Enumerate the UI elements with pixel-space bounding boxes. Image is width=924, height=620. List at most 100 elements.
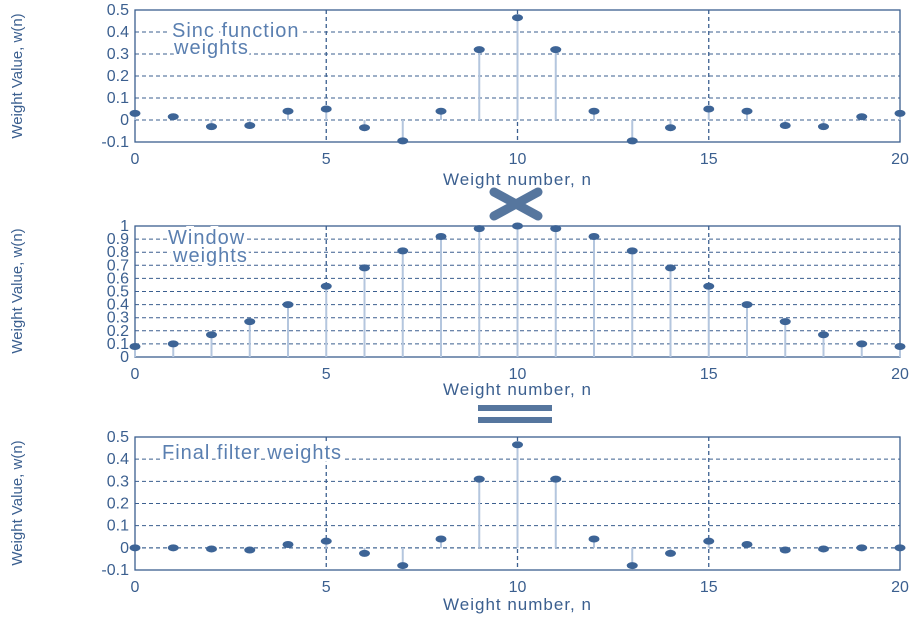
stem-marker — [588, 535, 600, 543]
chart-title-line: weights — [173, 37, 249, 59]
y-tick-label: 0.5 — [107, 284, 129, 301]
stem-marker — [473, 475, 485, 483]
stem-marker — [779, 318, 791, 326]
chart-panel-2: 10.90.80.70.60.50.40.30.20.100 5 10 15 20 Wei… — [9, 218, 909, 399]
y-tick-label: 0.4 — [107, 24, 129, 41]
y-tick-label: 0.8 — [107, 244, 129, 261]
stem-marker — [512, 222, 523, 230]
stem-marker — [435, 107, 447, 115]
y-tick-label: 0.6 — [107, 270, 129, 287]
x-tick-label: 15 — [700, 366, 718, 383]
x-tick-label: 20 — [891, 579, 909, 596]
chart-title-line: Sinc function — [172, 20, 300, 42]
stem-marker — [779, 546, 791, 554]
stem-marker — [626, 247, 638, 255]
stem-marker — [167, 340, 179, 348]
stem-marker — [626, 137, 638, 145]
stem-marker — [359, 264, 370, 272]
x-tick-label: 0 — [131, 366, 140, 383]
y-tick-label: 0.5 — [107, 2, 129, 19]
stem-marker — [206, 545, 217, 553]
x-axis-label: Weight number, n — [443, 595, 592, 614]
stem-marker — [473, 46, 485, 54]
y-axis-label: Weight Value, w(n) — [9, 228, 26, 353]
x-tick-label: 20 — [891, 366, 909, 383]
stem-marker — [129, 544, 141, 552]
stem-marker — [818, 331, 829, 339]
stem-marker — [856, 544, 868, 552]
stem-marker — [167, 544, 179, 552]
x-tick-label: 10 — [509, 151, 527, 168]
y-tick-label: 0.1 — [107, 90, 129, 107]
stem-marker — [167, 113, 179, 121]
stem-marker — [129, 343, 141, 351]
x-axis-label: Weight number, n — [443, 170, 592, 189]
x-tick-label: 10 — [509, 366, 527, 383]
chart-title-line: Final filter weights — [162, 442, 342, 464]
stem-marker — [703, 105, 715, 113]
stem-marker — [550, 475, 562, 483]
stem-marker — [397, 247, 409, 255]
stem-marker — [244, 318, 256, 326]
x-tick-label: 0 — [131, 579, 140, 596]
stem-marker — [741, 541, 753, 549]
plot-frame — [134, 436, 901, 571]
x-tick-label: 20 — [891, 151, 909, 168]
y-tick-label: 0 — [120, 540, 129, 557]
stem-marker — [282, 107, 294, 115]
stem-marker — [856, 340, 868, 348]
y-tick-label: -0.1 — [101, 562, 129, 579]
stem-marker — [320, 282, 332, 290]
stem-marker — [320, 105, 332, 113]
stem-marker — [779, 122, 791, 129]
y-tick-label: 1 — [120, 218, 129, 235]
stem-marker — [856, 113, 868, 121]
stem-marker — [550, 225, 562, 233]
stem-marker — [129, 109, 141, 117]
x-tick-label: 15 — [700, 579, 718, 596]
y-tick-label: 0.2 — [107, 323, 129, 340]
stem-marker — [320, 537, 332, 545]
stem-marker — [626, 562, 638, 570]
stem-marker — [588, 107, 600, 115]
stem-marker — [206, 331, 217, 339]
y-tick-label: 0.3 — [107, 473, 129, 490]
stem-marker — [244, 122, 256, 129]
stem-marker — [665, 549, 676, 557]
stem-marker — [665, 124, 676, 132]
y-axis-label: Weight Value, w(n) — [9, 440, 26, 565]
y-tick-label: 0.1 — [107, 518, 129, 535]
y-tick-label: 0.4 — [107, 451, 129, 468]
stem-marker — [665, 264, 676, 272]
x-tick-label: 5 — [322, 366, 331, 383]
y-tick-label: 0.2 — [107, 496, 129, 513]
stem-marker — [818, 123, 829, 131]
stem-marker — [206, 123, 217, 131]
plot-frame — [134, 9, 901, 143]
y-tick-label: -0.1 — [101, 134, 129, 151]
x-tick-label: 15 — [700, 151, 718, 168]
x-axis-label: Weight number, n — [443, 380, 592, 399]
stem-marker — [359, 549, 370, 557]
stem-marker — [741, 301, 753, 309]
stem-marker — [359, 124, 370, 132]
x-tick-label: 5 — [322, 151, 331, 168]
y-tick-label: 0 — [120, 349, 129, 366]
stem-marker — [703, 537, 715, 545]
y-tick-label: 0 — [120, 112, 129, 129]
stem-marker — [244, 546, 256, 554]
x-tick-label: 0 — [131, 151, 140, 168]
stem-marker — [588, 232, 600, 240]
y-tick-label: 0.5 — [107, 429, 129, 446]
y-tick-label: 0.3 — [107, 46, 129, 63]
stem-marker — [512, 14, 523, 22]
x-tick-label: 5 — [322, 579, 331, 596]
stem-marker — [473, 225, 485, 233]
y-axis-label: Weight Value, w(n) — [9, 13, 26, 138]
stem-marker — [741, 107, 753, 115]
stem-marker — [282, 541, 294, 549]
